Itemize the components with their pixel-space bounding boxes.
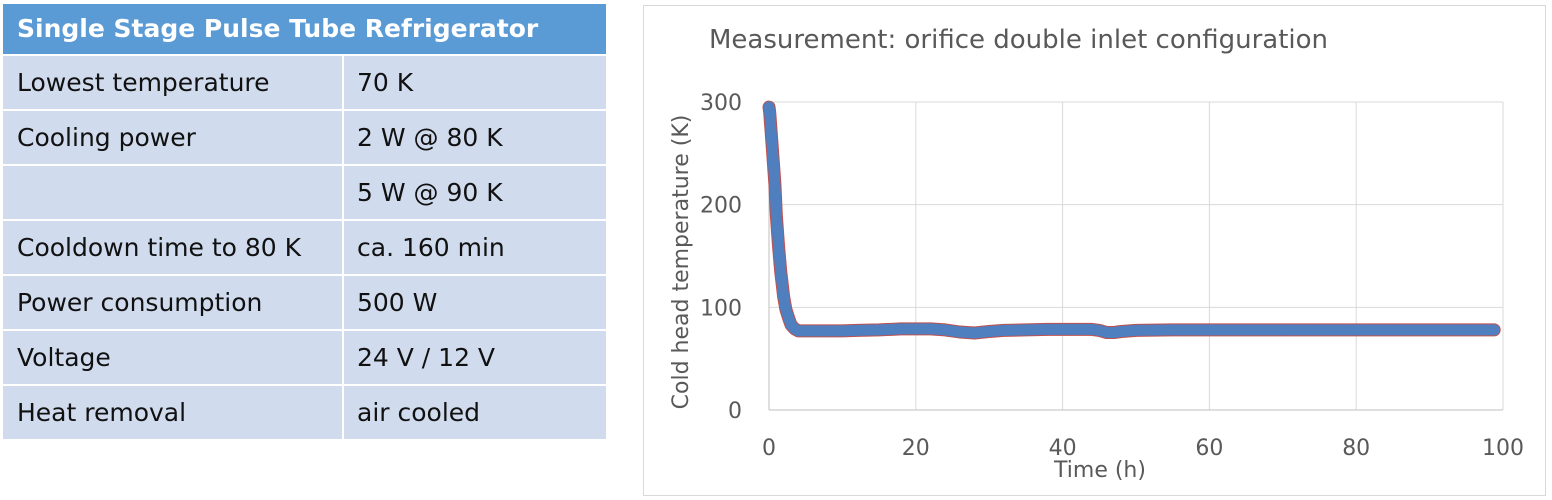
data-point bbox=[1488, 324, 1500, 336]
spec-label: Lowest temperature bbox=[3, 56, 342, 109]
y-tick-label: 0 bbox=[728, 399, 742, 424]
y-axis-label: Cold head temperature (K) bbox=[669, 115, 694, 410]
data-point bbox=[925, 323, 936, 335]
spec-value: 500 W bbox=[344, 276, 606, 329]
data-point bbox=[969, 327, 980, 339]
data-point bbox=[822, 325, 834, 337]
data-point bbox=[836, 325, 848, 337]
table-row: Voltage 24 V / 12 V bbox=[3, 331, 606, 384]
chart-labels: 0 100 200 300 0 20 40 60 80 100 bbox=[700, 91, 1524, 461]
table-row: 5 W @ 90 K bbox=[3, 166, 606, 219]
data-point bbox=[767, 147, 779, 159]
data-point bbox=[873, 324, 885, 336]
spec-value: 70 K bbox=[344, 56, 606, 109]
data-point bbox=[769, 178, 781, 190]
data-point bbox=[1071, 323, 1083, 335]
table-row: Power consumption 500 W bbox=[3, 276, 606, 329]
data-point bbox=[770, 209, 782, 221]
chart-series bbox=[762, 100, 1501, 340]
data-point bbox=[1387, 324, 1399, 336]
data-point bbox=[807, 325, 819, 337]
series-line bbox=[763, 101, 1500, 339]
data-point bbox=[983, 326, 995, 337]
chart-canvas: 0 100 200 300 0 20 40 60 80 100 Measurement: orif… bbox=[669, 25, 1524, 483]
x-tick-label: 80 bbox=[1342, 436, 1370, 461]
spec-label: Cooling power bbox=[3, 111, 342, 164]
table-row: Lowest temperature 70 K bbox=[3, 56, 606, 109]
data-point bbox=[1167, 324, 1179, 336]
y-tick-label: 300 bbox=[700, 91, 742, 116]
data-point bbox=[1042, 323, 1054, 335]
x-tick-label: 20 bbox=[902, 436, 930, 461]
data-point bbox=[1350, 324, 1362, 336]
y-tick-label: 200 bbox=[700, 194, 742, 219]
data-point bbox=[1020, 324, 1032, 336]
data-point bbox=[1314, 324, 1325, 336]
data-point bbox=[851, 324, 863, 336]
data-point bbox=[1240, 324, 1252, 336]
data-point bbox=[778, 291, 790, 303]
spec-value: 2 W @ 80 K bbox=[344, 111, 606, 164]
data-point bbox=[773, 240, 784, 252]
data-point bbox=[775, 265, 787, 277]
x-tick-label: 100 bbox=[1482, 436, 1524, 461]
data-point bbox=[780, 303, 792, 315]
spec-table-title: Single Stage Pulse Tube Refrigerator bbox=[3, 4, 606, 54]
data-point bbox=[1115, 326, 1127, 337]
data-point bbox=[1057, 323, 1069, 335]
data-point bbox=[954, 326, 966, 338]
y-tick-label: 100 bbox=[700, 296, 742, 321]
spec-label: Cooldown time to 80 K bbox=[3, 221, 342, 274]
data-point bbox=[1424, 324, 1436, 336]
data-point bbox=[910, 323, 922, 335]
data-point bbox=[1277, 324, 1289, 336]
x-axis-label: Time (h) bbox=[1053, 458, 1146, 483]
x-tick-label: 0 bbox=[762, 436, 776, 461]
spec-value: 24 V / 12 V bbox=[344, 331, 606, 384]
spec-label: Heat removal bbox=[3, 386, 342, 439]
temperature-chart: 0 100 200 300 0 20 40 60 80 100 Measurement: orif… bbox=[643, 5, 1546, 496]
data-point bbox=[998, 324, 1010, 336]
spec-value: air cooled bbox=[344, 386, 606, 439]
chart-axes bbox=[768, 102, 1503, 411]
data-point bbox=[764, 106, 776, 118]
chart-grid bbox=[769, 101, 1504, 410]
series-outline bbox=[762, 100, 1501, 340]
spec-label: Voltage bbox=[3, 331, 342, 384]
table-row: Cooldown time to 80 K ca. 160 min bbox=[3, 221, 606, 274]
data-point bbox=[1203, 324, 1215, 336]
chart-title: Measurement: orifice double inlet config… bbox=[709, 25, 1328, 55]
data-point bbox=[895, 323, 907, 335]
table-row: Cooling power 2 W @ 80 K bbox=[3, 111, 606, 164]
spec-label bbox=[3, 166, 342, 219]
data-point bbox=[1460, 324, 1472, 336]
spec-value: ca. 160 min bbox=[344, 221, 606, 274]
x-tick-label: 60 bbox=[1195, 436, 1223, 461]
spec-label: Power consumption bbox=[3, 276, 342, 329]
data-point bbox=[1130, 324, 1142, 336]
spec-value: 5 W @ 90 K bbox=[344, 166, 606, 219]
spec-table: Single Stage Pulse Tube Refrigerator Low… bbox=[3, 4, 606, 439]
data-point bbox=[939, 324, 951, 336]
x-tick-label: 40 bbox=[1049, 436, 1077, 461]
table-row: Heat removal air cooled bbox=[3, 386, 606, 439]
data-point bbox=[765, 127, 777, 139]
